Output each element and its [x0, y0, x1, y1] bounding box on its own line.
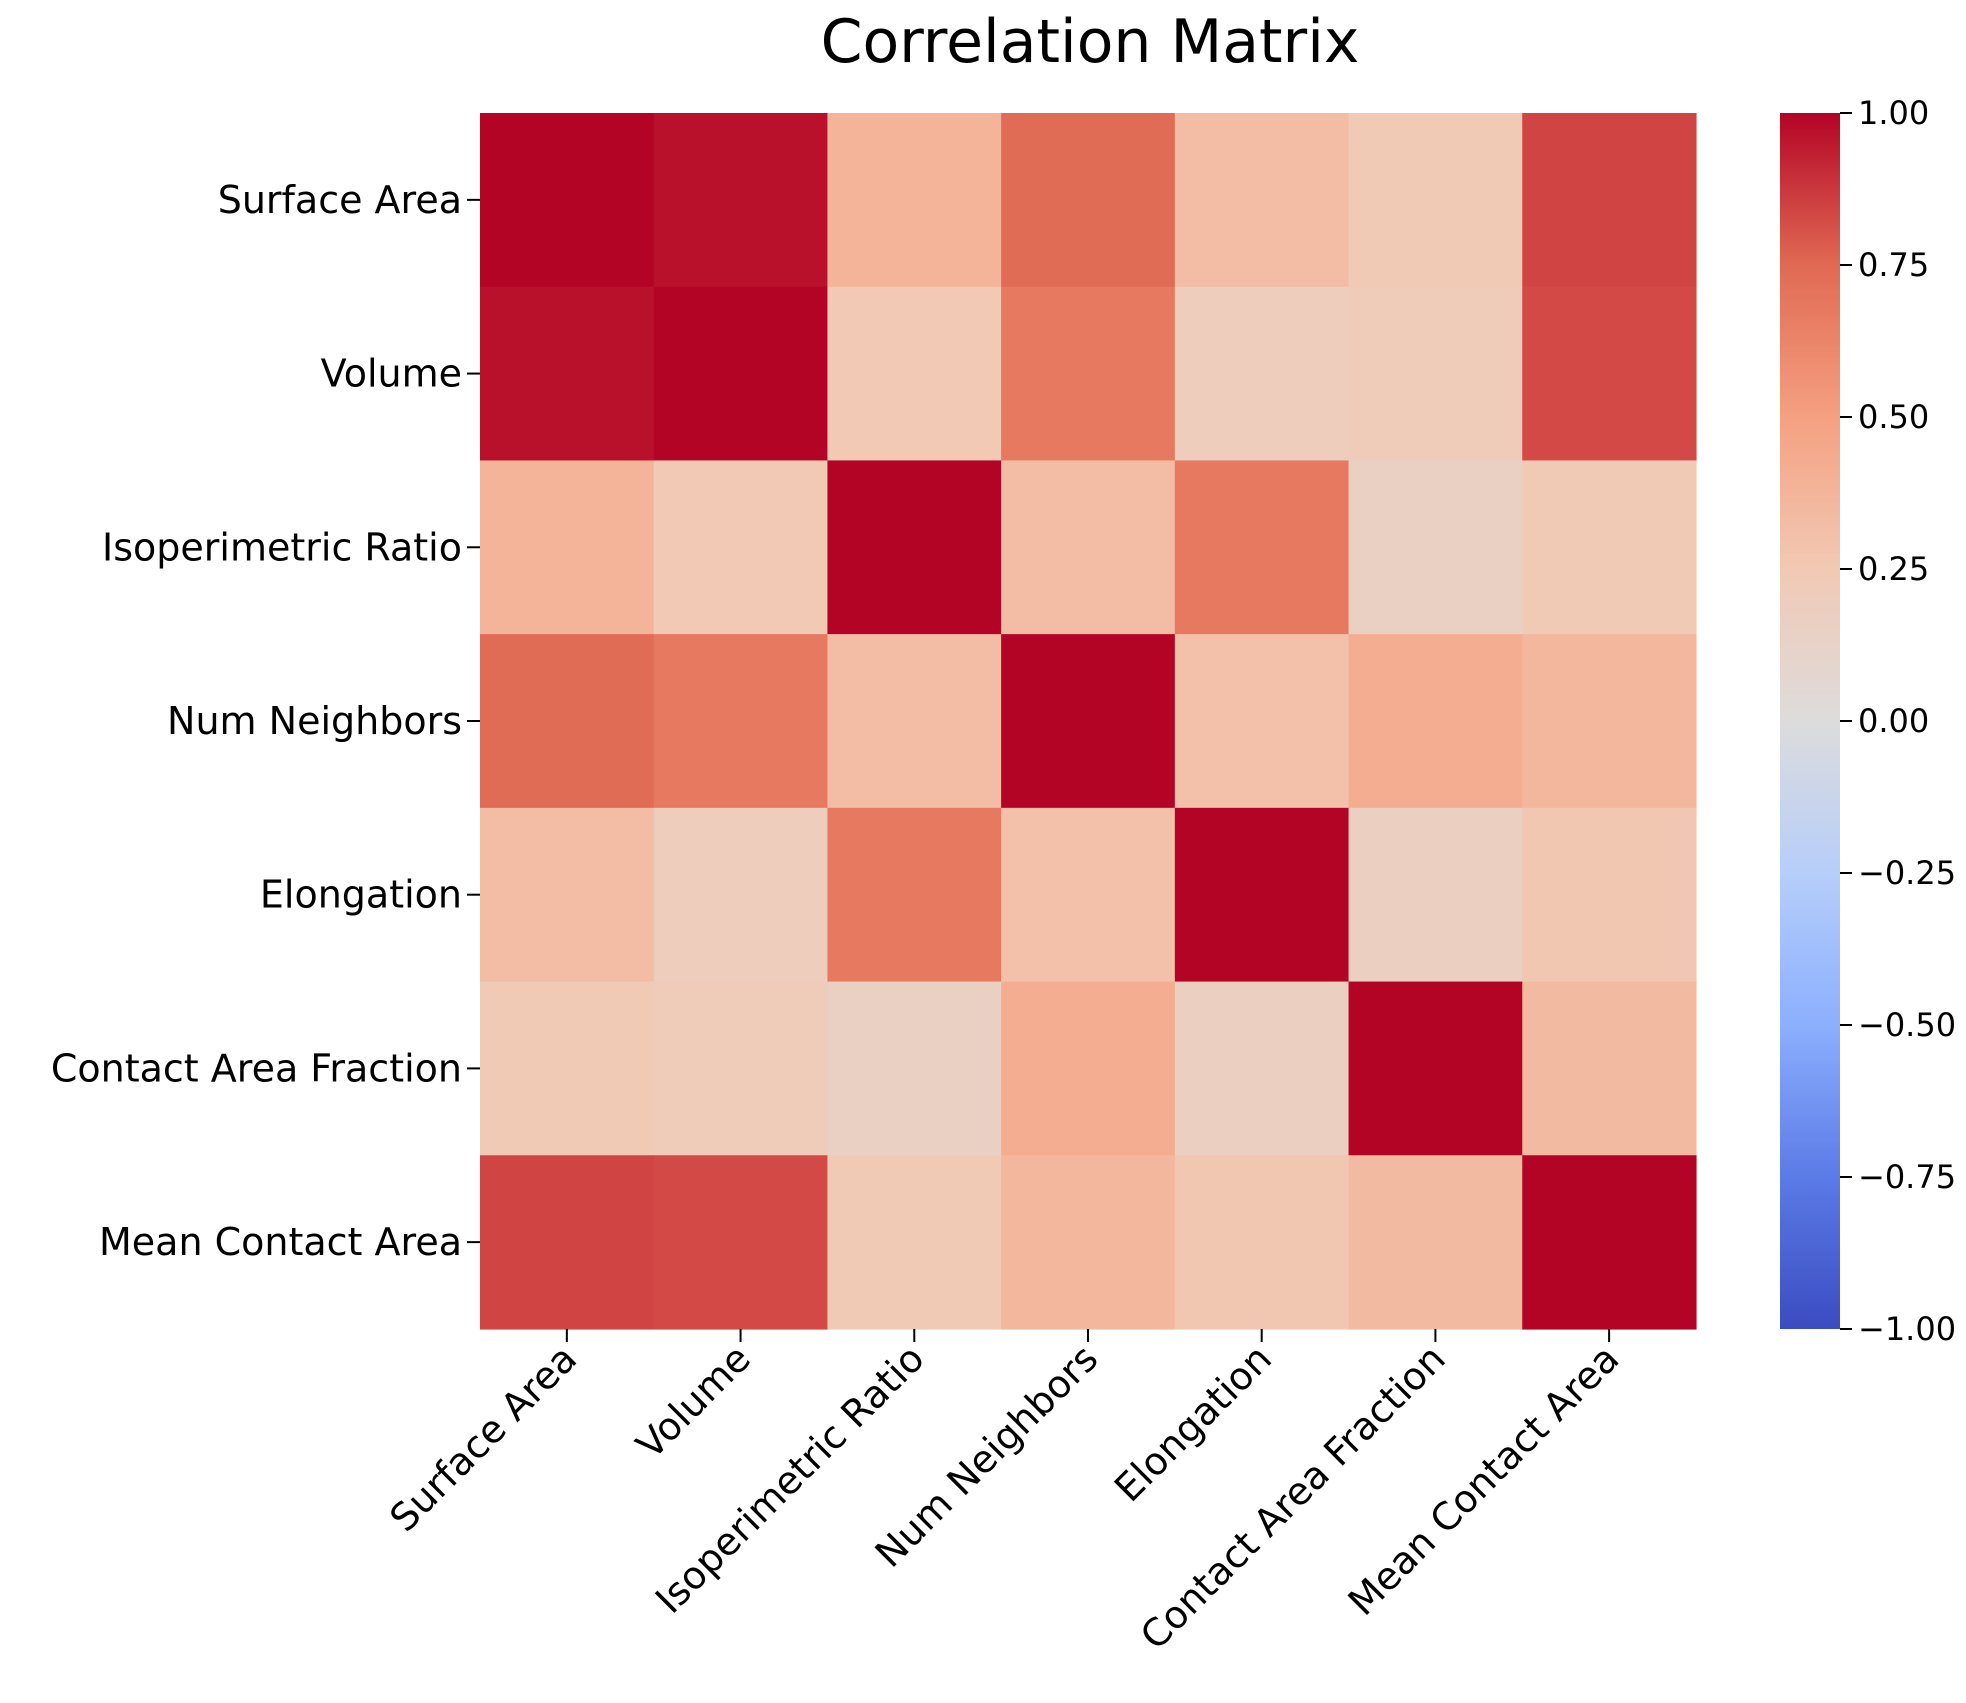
heatmap-cell [1348, 113, 1523, 288]
heatmap-cell [1174, 981, 1350, 1156]
heatmap-cell [1001, 634, 1176, 809]
y-tick-label: Mean Contact Area [99, 1220, 462, 1264]
heatmap-cell [1348, 807, 1523, 983]
heatmap-cell [653, 113, 829, 288]
colorbar-tick-label: −0.50 [1858, 1006, 1956, 1044]
heatmap-cell [653, 286, 829, 462]
x-tick-label: Volume [628, 1336, 759, 1467]
colorbar-ticks: 1.00 0.75 0.50 0.25 0.00 −0.25 −0.50 −0.75 −1.00 [1840, 94, 1956, 1348]
heatmap-cell [1348, 634, 1523, 809]
heatmap-cell [480, 981, 655, 1156]
heatmap-cell [1522, 460, 1697, 635]
colorbar-gradient [1780, 113, 1840, 1329]
heatmap-cell [827, 286, 1002, 462]
colorbar-tick-label: 0.00 [1858, 702, 1929, 740]
heatmap-cell [653, 981, 829, 1156]
heatmap-cell [1174, 113, 1350, 288]
heatmap-cell [653, 460, 829, 635]
y-tick-label: Surface Area [218, 178, 462, 222]
y-axis: Surface Area Volume Isoperimetric Ratio Num… [51, 178, 480, 1264]
heatmap-cell [1348, 460, 1523, 635]
y-tick-label: Isoperimetric Ratio [102, 525, 462, 569]
heatmap-cell [480, 286, 655, 462]
heatmap-cell [1522, 286, 1697, 462]
heatmap-cell [1174, 286, 1350, 462]
heatmap-cell [480, 113, 655, 288]
heatmap-cell [1001, 807, 1176, 983]
heatmap-cell [653, 1155, 829, 1330]
heatmap-cell [827, 807, 1002, 983]
heatmap-cell [1001, 286, 1176, 462]
heatmap-cell [1522, 807, 1697, 983]
heatmap-cell [1174, 460, 1350, 635]
heatmap-cell [1348, 286, 1523, 462]
heatmap-cell [1001, 113, 1176, 288]
colorbar-tick-label: 0.25 [1858, 550, 1929, 588]
heatmap-cell [1174, 807, 1350, 983]
colorbar: 1.00 0.75 0.50 0.25 0.00 −0.25 −0.50 −0.75 −1.00 [1780, 94, 1956, 1348]
chart-title: Correlation Matrix [821, 7, 1360, 77]
heatmap-cell [1522, 1155, 1697, 1330]
heatmap-cell [1522, 981, 1697, 1156]
y-tick-label: Volume [321, 352, 462, 396]
colorbar-tick-label: −0.75 [1858, 1158, 1956, 1196]
heatmap-cell [1001, 981, 1176, 1156]
heatmap-cell [827, 981, 1002, 1156]
heatmap-cell [480, 1155, 655, 1330]
colorbar-tick-label: 0.50 [1858, 398, 1929, 436]
x-tick-label: Surface Area [381, 1336, 585, 1540]
heatmap-cell [653, 807, 829, 983]
heatmap-cell [1522, 634, 1697, 809]
heatmap-cell [1522, 113, 1697, 288]
heatmap-cells [480, 113, 1697, 1330]
heatmap-cell [1348, 981, 1523, 1156]
heatmap-cell [1174, 634, 1350, 809]
heatmap-cell [827, 113, 1002, 288]
heatmap-cell [480, 460, 655, 635]
x-tick-label: Elongation [1106, 1336, 1280, 1510]
heatmap-cell [480, 634, 655, 809]
x-tick-label: Contact Area Fraction [1132, 1336, 1454, 1658]
y-tick-label: Num Neighbors [167, 699, 462, 743]
heatmap-cell [827, 1155, 1002, 1330]
heatmap-cell [1001, 1155, 1176, 1330]
heatmap-cell [1001, 460, 1176, 635]
colorbar-tick-label: 1.00 [1858, 94, 1929, 132]
colorbar-tick-label: −1.00 [1858, 1310, 1956, 1348]
y-tick-label: Elongation [260, 873, 462, 917]
heatmap-cell [827, 634, 1002, 809]
heatmap-cell [653, 634, 829, 809]
heatmap-cell [480, 807, 655, 983]
colorbar-tick-label: 0.75 [1858, 246, 1929, 284]
y-tick-label: Contact Area Fraction [51, 1046, 462, 1090]
colorbar-tick-label: −0.25 [1858, 854, 1956, 892]
heatmap-cell [1348, 1155, 1523, 1330]
heatmap-cell [1174, 1155, 1350, 1330]
heatmap-cell [827, 460, 1002, 635]
